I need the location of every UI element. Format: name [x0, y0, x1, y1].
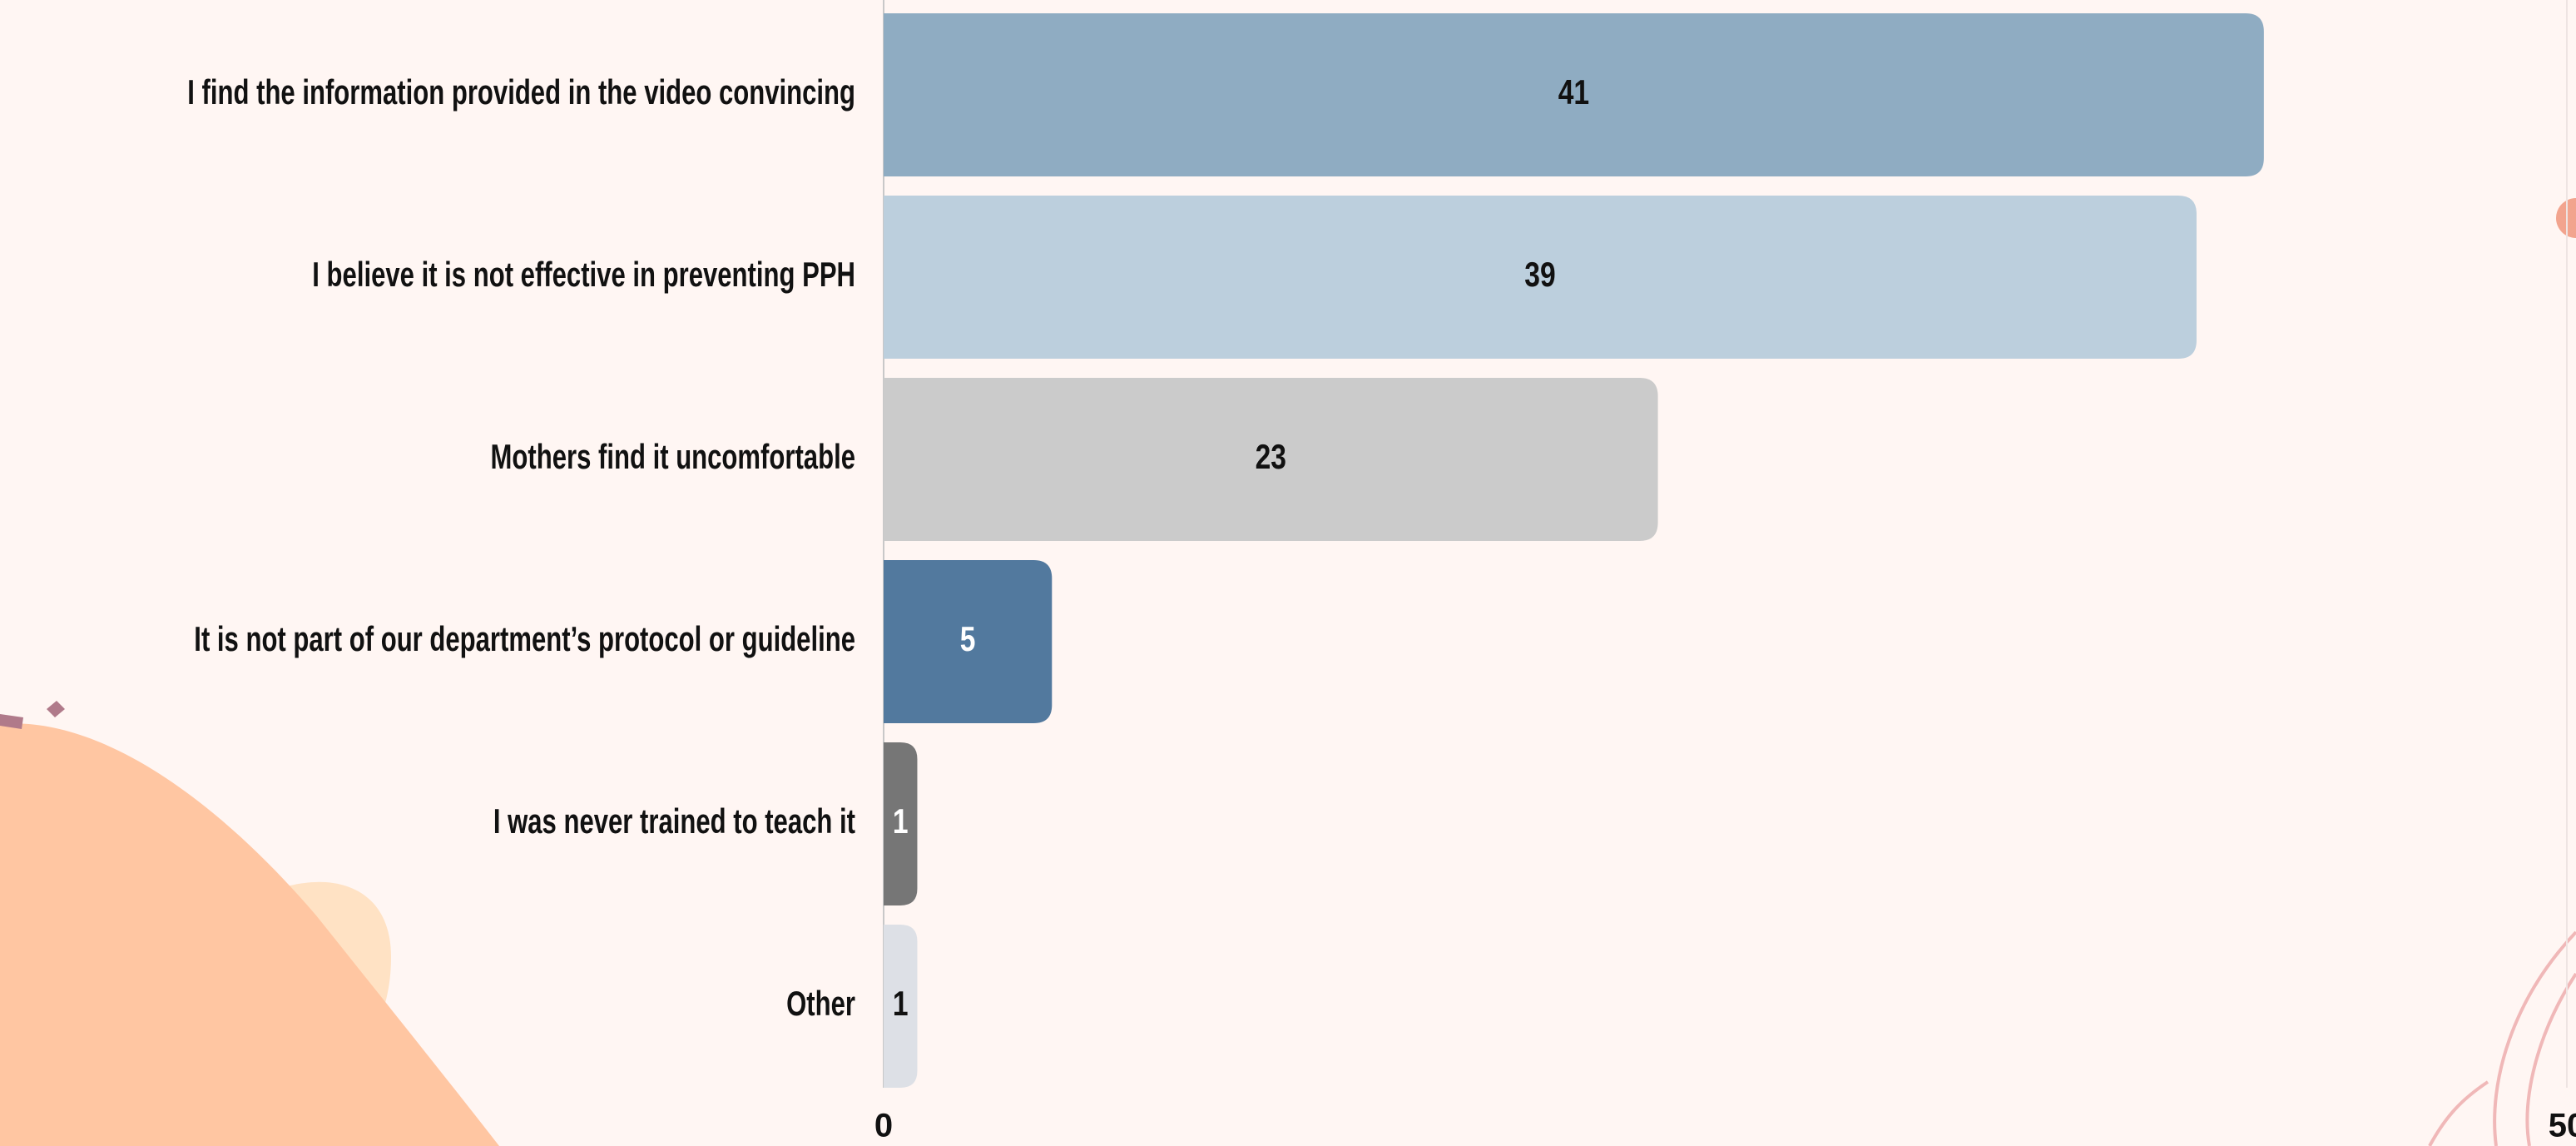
plot: 0 50 I find the information provided in th…	[187, 0, 2576, 1144]
y-tick-label: I was never trained to teach it	[493, 802, 855, 841]
value-label: 39	[1524, 256, 1555, 295]
bar	[884, 378, 1658, 541]
decor-blob	[0, 723, 499, 1146]
y-tick-label: Other	[786, 985, 855, 1024]
bar	[884, 196, 2197, 359]
x-tick-label: 0	[874, 1108, 893, 1144]
value-label: 5	[960, 621, 976, 659]
bar	[884, 560, 1053, 723]
bar	[884, 13, 2264, 176]
value-label: 1	[893, 985, 909, 1024]
y-tick-label: I believe it is not effective in prevent…	[312, 255, 855, 295]
y-tick-label: It is not part of our department’s proto…	[194, 620, 855, 659]
decor-dash	[0, 701, 65, 729]
y-tick-label: Mothers find it uncomfortable	[491, 438, 855, 477]
decor-leaf	[2428, 930, 2576, 1146]
value-label: 41	[1558, 74, 1589, 112]
bar	[884, 925, 918, 1088]
value-label: 23	[1256, 439, 1286, 477]
bar	[884, 742, 918, 905]
y-tick-label: I find the information provided in the v…	[187, 73, 855, 112]
value-label: 1	[893, 803, 909, 841]
x-tick-label: 50	[2549, 1108, 2576, 1144]
